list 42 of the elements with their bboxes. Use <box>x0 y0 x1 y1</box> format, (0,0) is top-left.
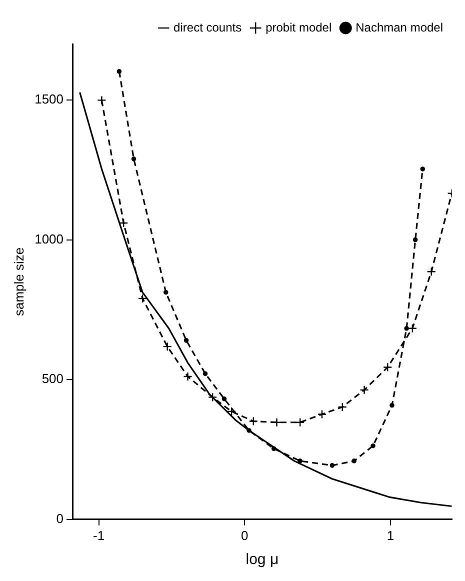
point <box>226 406 236 416</box>
point <box>163 290 168 295</box>
point <box>97 96 106 105</box>
point <box>330 463 335 468</box>
point <box>162 342 172 352</box>
y-tick-label: 1000 <box>34 231 64 246</box>
point <box>295 418 305 427</box>
point <box>222 396 227 402</box>
y-tick-label: 500 <box>42 371 64 386</box>
point <box>118 218 128 228</box>
point <box>138 294 148 304</box>
point <box>298 458 302 464</box>
point <box>408 324 418 333</box>
point <box>208 392 218 402</box>
legend-label: probit model <box>266 20 332 34</box>
x-axis-title: log μ <box>246 551 279 568</box>
point <box>317 410 327 419</box>
point <box>202 371 208 376</box>
point <box>404 326 409 331</box>
point <box>383 362 392 372</box>
legend-label: Nachman model <box>356 20 443 34</box>
point <box>272 418 282 427</box>
x-tick-label: 0 <box>241 528 248 543</box>
point <box>131 156 136 162</box>
point <box>426 267 436 276</box>
point <box>248 416 258 426</box>
point <box>116 69 122 74</box>
point <box>183 372 192 382</box>
x-tick-label: 1 <box>386 528 394 543</box>
point <box>338 402 347 412</box>
x-tick-label: -1 <box>92 528 105 543</box>
y-tick-label: 1500 <box>34 92 64 107</box>
y-tick-label: 0 <box>56 510 64 526</box>
legend-label: direct counts <box>174 20 242 34</box>
point <box>420 166 426 172</box>
point <box>184 338 189 343</box>
point <box>370 443 376 448</box>
point <box>390 402 394 408</box>
point <box>360 385 369 395</box>
point <box>412 237 418 242</box>
point <box>352 458 356 464</box>
y-axis-title: sample size <box>11 247 26 316</box>
